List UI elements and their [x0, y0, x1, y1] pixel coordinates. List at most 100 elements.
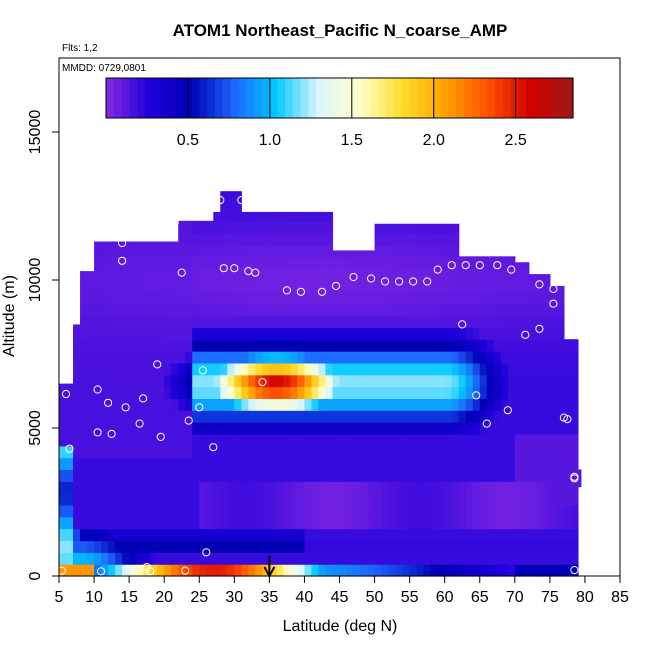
- heatmap-cell: [332, 469, 341, 482]
- heatmap-cell: [164, 374, 172, 388]
- heatmap-cell: [136, 540, 144, 553]
- heatmap-cell: [290, 422, 299, 435]
- observation-point: [118, 256, 127, 265]
- observation-point: [563, 415, 572, 424]
- heatmap-cell: [297, 410, 306, 423]
- heatmap-cell: [164, 268, 172, 281]
- heatmap-cell: [409, 457, 418, 471]
- heatmap-cell: [388, 469, 397, 482]
- heatmap-cell: [570, 504, 579, 518]
- heatmap-cell: [143, 303, 151, 317]
- heatmap-cell: [437, 327, 446, 340]
- heatmap-cell: [73, 540, 81, 553]
- heatmap-cell: [185, 244, 193, 257]
- heatmap-cell: [164, 493, 172, 506]
- heatmap-cell: [507, 268, 516, 281]
- heatmap-cell: [514, 481, 523, 494]
- heatmap-cell: [80, 315, 88, 328]
- heatmap-cell: [185, 351, 193, 364]
- heatmap-cell: [535, 445, 544, 459]
- heatmap-cell: [143, 398, 151, 411]
- colorbar-frame: [105, 77, 574, 119]
- heatmap-cell: [549, 374, 558, 388]
- heatmap-cell: [444, 564, 453, 577]
- heatmap-cell: [346, 410, 355, 423]
- heatmap-cell: [367, 339, 376, 352]
- heatmap-cell: [381, 540, 390, 553]
- heatmap-cell: [304, 528, 313, 542]
- heatmap-cell: [283, 493, 292, 506]
- heatmap-cell: [381, 339, 390, 352]
- heatmap-cell: [136, 481, 144, 494]
- heatmap-cell: [430, 469, 439, 482]
- heatmap-cell: [199, 362, 207, 376]
- heatmap-cell: [360, 469, 369, 482]
- heatmap-cell: [500, 386, 509, 399]
- heatmap-cell: [430, 386, 439, 399]
- heatmap-cell: [276, 244, 284, 257]
- heatmap-cell: [402, 481, 411, 494]
- heatmap-cell: [549, 351, 558, 364]
- heatmap-cell: [409, 552, 418, 565]
- heatmap-cell: [374, 232, 383, 246]
- heatmap-cell: [101, 528, 109, 542]
- heatmap-cell: [514, 291, 523, 305]
- heatmap-cell: [430, 362, 439, 376]
- heatmap-cell: [402, 315, 411, 328]
- heatmap-cell: [73, 516, 81, 530]
- heatmap-cell: [416, 422, 425, 435]
- heatmap-cell: [143, 241, 151, 246]
- heatmap-cell: [423, 303, 432, 317]
- heatmap-cell: [367, 374, 376, 388]
- heatmap-cell: [143, 433, 151, 447]
- colorbar-swatch: [401, 78, 411, 118]
- heatmap-cell: [360, 528, 369, 542]
- heatmap-cell: [528, 374, 537, 388]
- heatmap-cell: [493, 540, 502, 553]
- heatmap-cell: [493, 433, 502, 447]
- heatmap-cell: [318, 552, 327, 565]
- heatmap-cell: [297, 351, 306, 364]
- heatmap-cell: [192, 504, 200, 518]
- heatmap-cell: [444, 223, 453, 234]
- heatmap-cell: [87, 362, 95, 376]
- heatmap-cell: [500, 433, 509, 447]
- observation-point: [75, 240, 85, 249]
- observation-point: [216, 196, 225, 205]
- heatmap-cell: [297, 564, 306, 577]
- heatmap-cell: [465, 528, 474, 542]
- heatmap-cell: [395, 339, 404, 352]
- heatmap-cell: [122, 362, 130, 376]
- heatmap-cell: [297, 244, 306, 257]
- heatmap-cell: [311, 493, 320, 506]
- heatmap-cell: [346, 564, 355, 577]
- heatmap-cell: [80, 504, 88, 518]
- heatmap-cell: [563, 398, 572, 411]
- heatmap-cell: [465, 433, 474, 447]
- heatmap-cell: [570, 374, 579, 388]
- heatmap-cell: [115, 410, 123, 423]
- heatmap-cell: [395, 433, 404, 447]
- heatmap-cell: [521, 280, 530, 293]
- heatmap-cell: [486, 303, 495, 317]
- heatmap-cell: [486, 268, 495, 281]
- heatmap-cell: [87, 327, 95, 340]
- heatmap-cell: [388, 327, 397, 340]
- heatmap-cell: [262, 410, 270, 423]
- heatmap-cell: [318, 291, 327, 305]
- heatmap-cell: [220, 374, 228, 388]
- heatmap-cell: [388, 528, 397, 542]
- heatmap-cell: [311, 422, 320, 435]
- heatmap-cell: [521, 564, 530, 577]
- heatmap-cell: [472, 315, 481, 328]
- heatmap-cell: [416, 564, 425, 577]
- heatmap-cell: [171, 445, 179, 459]
- heatmap-cell: [297, 220, 306, 234]
- heatmap-cell: [395, 327, 404, 340]
- heatmap-cell: [80, 493, 88, 506]
- heatmap-cell: [479, 422, 488, 435]
- heatmap-cell: [192, 339, 200, 352]
- heatmap-cell: [437, 564, 446, 577]
- heatmap-cell: [192, 552, 200, 565]
- heatmap-cell: [486, 528, 495, 542]
